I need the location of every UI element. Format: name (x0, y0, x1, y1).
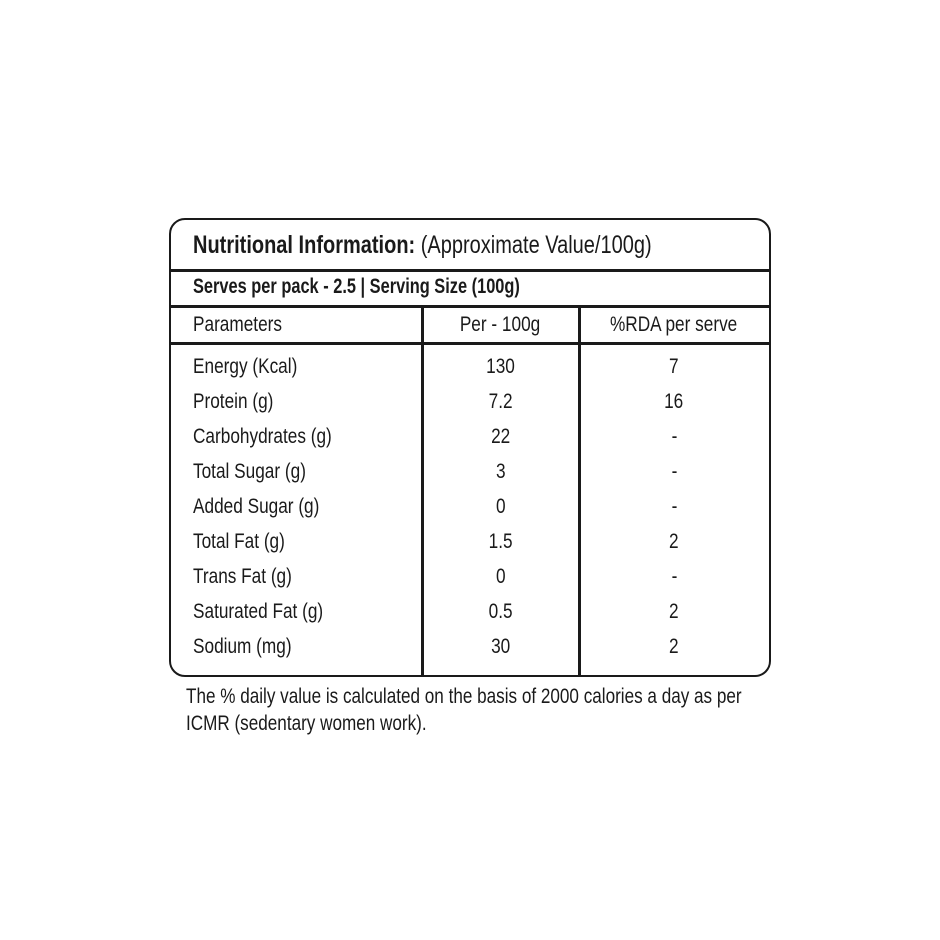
per-100g-value: 130 (486, 355, 515, 378)
serving-info: Serves per pack - 2.5 | Serving Size (10… (193, 275, 520, 298)
rda-value: - (671, 565, 677, 588)
parameter-name: Energy (Kcal) (193, 355, 298, 378)
per-100g-value: 0 (495, 565, 506, 588)
nutrition-table (169, 218, 771, 677)
rda-value: 16 (664, 390, 684, 413)
parameter-name: Sodium (mg) (193, 635, 292, 658)
parameter-name: Carbohydrates (g) (193, 425, 332, 448)
parameter-name: Trans Fat (g) (193, 565, 292, 588)
per-100g-value: 22 (490, 425, 511, 448)
column-divider (578, 307, 581, 675)
parameter-name: Total Sugar (g) (193, 460, 306, 483)
rda-value: 7 (669, 355, 679, 378)
divider (171, 342, 769, 345)
rda-value: 2 (669, 600, 679, 623)
parameter-name: Saturated Fat (g) (193, 600, 324, 623)
per-100g-value: 3 (495, 460, 506, 483)
per-100g-value: 7.2 (488, 390, 513, 413)
rda-value: - (671, 495, 677, 518)
column-divider (421, 307, 424, 675)
footnote-line-1: The % daily value is calculated on the b… (186, 685, 742, 708)
table-title: Nutritional Information: (Approximate Va… (193, 231, 766, 259)
parameter-name: Total Fat (g) (193, 530, 285, 553)
parameter-name: Added Sugar (g) (193, 495, 320, 518)
per-100g-value: 0 (495, 495, 506, 518)
parameter-name: Protein (g) (193, 390, 274, 413)
divider (171, 305, 769, 308)
divider (171, 269, 769, 272)
rda-value: - (671, 460, 677, 483)
per-100g-value: 30 (490, 635, 511, 658)
rda-value: 2 (669, 635, 679, 658)
column-header-parameters: Parameters (193, 313, 283, 336)
title-subtitle: (Approximate Value/100g) (415, 231, 652, 259)
column-header-per-100g: Per - 100g (460, 313, 541, 336)
title-bold: Nutritional Information: (193, 231, 416, 259)
footnote-line-2: ICMR (sedentary women work). (186, 712, 427, 735)
column-header-rda: %RDA per serve (610, 313, 738, 336)
per-100g-value: 1.5 (488, 530, 513, 553)
per-100g-value: 0.5 (488, 600, 513, 623)
rda-value: 2 (669, 530, 679, 553)
rda-value: - (671, 425, 677, 448)
